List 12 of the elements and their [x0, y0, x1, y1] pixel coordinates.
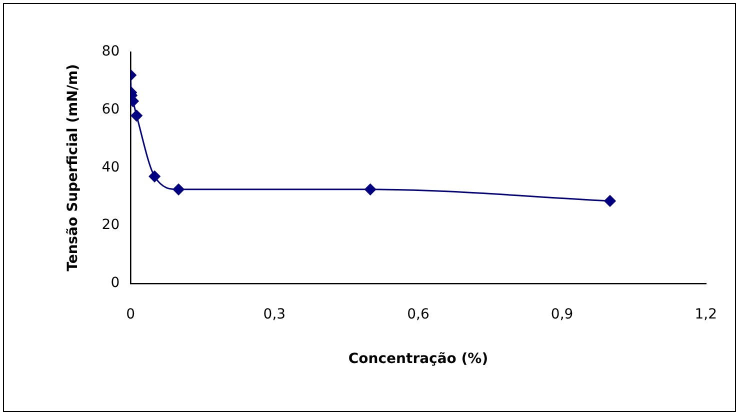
x-axis-title: Concentração (%) [348, 351, 488, 368]
y-axis-title: Tensão Superficial (mN/m) [65, 64, 82, 272]
y-tick-label: 60 [102, 101, 120, 118]
y-tick-label: 0 [110, 275, 120, 292]
x-tick-label: 0 [126, 306, 136, 322]
y-tick-label: 80 [102, 44, 120, 60]
x-tick-label: 0,9 [550, 306, 574, 322]
y-tick-label: 40 [102, 159, 120, 176]
x-tick-label: 0,3 [263, 306, 286, 322]
x-tick-label: 1,2 [694, 306, 717, 322]
x-tick-label: 0,6 [407, 306, 430, 322]
y-tick-label: 20 [102, 217, 120, 234]
